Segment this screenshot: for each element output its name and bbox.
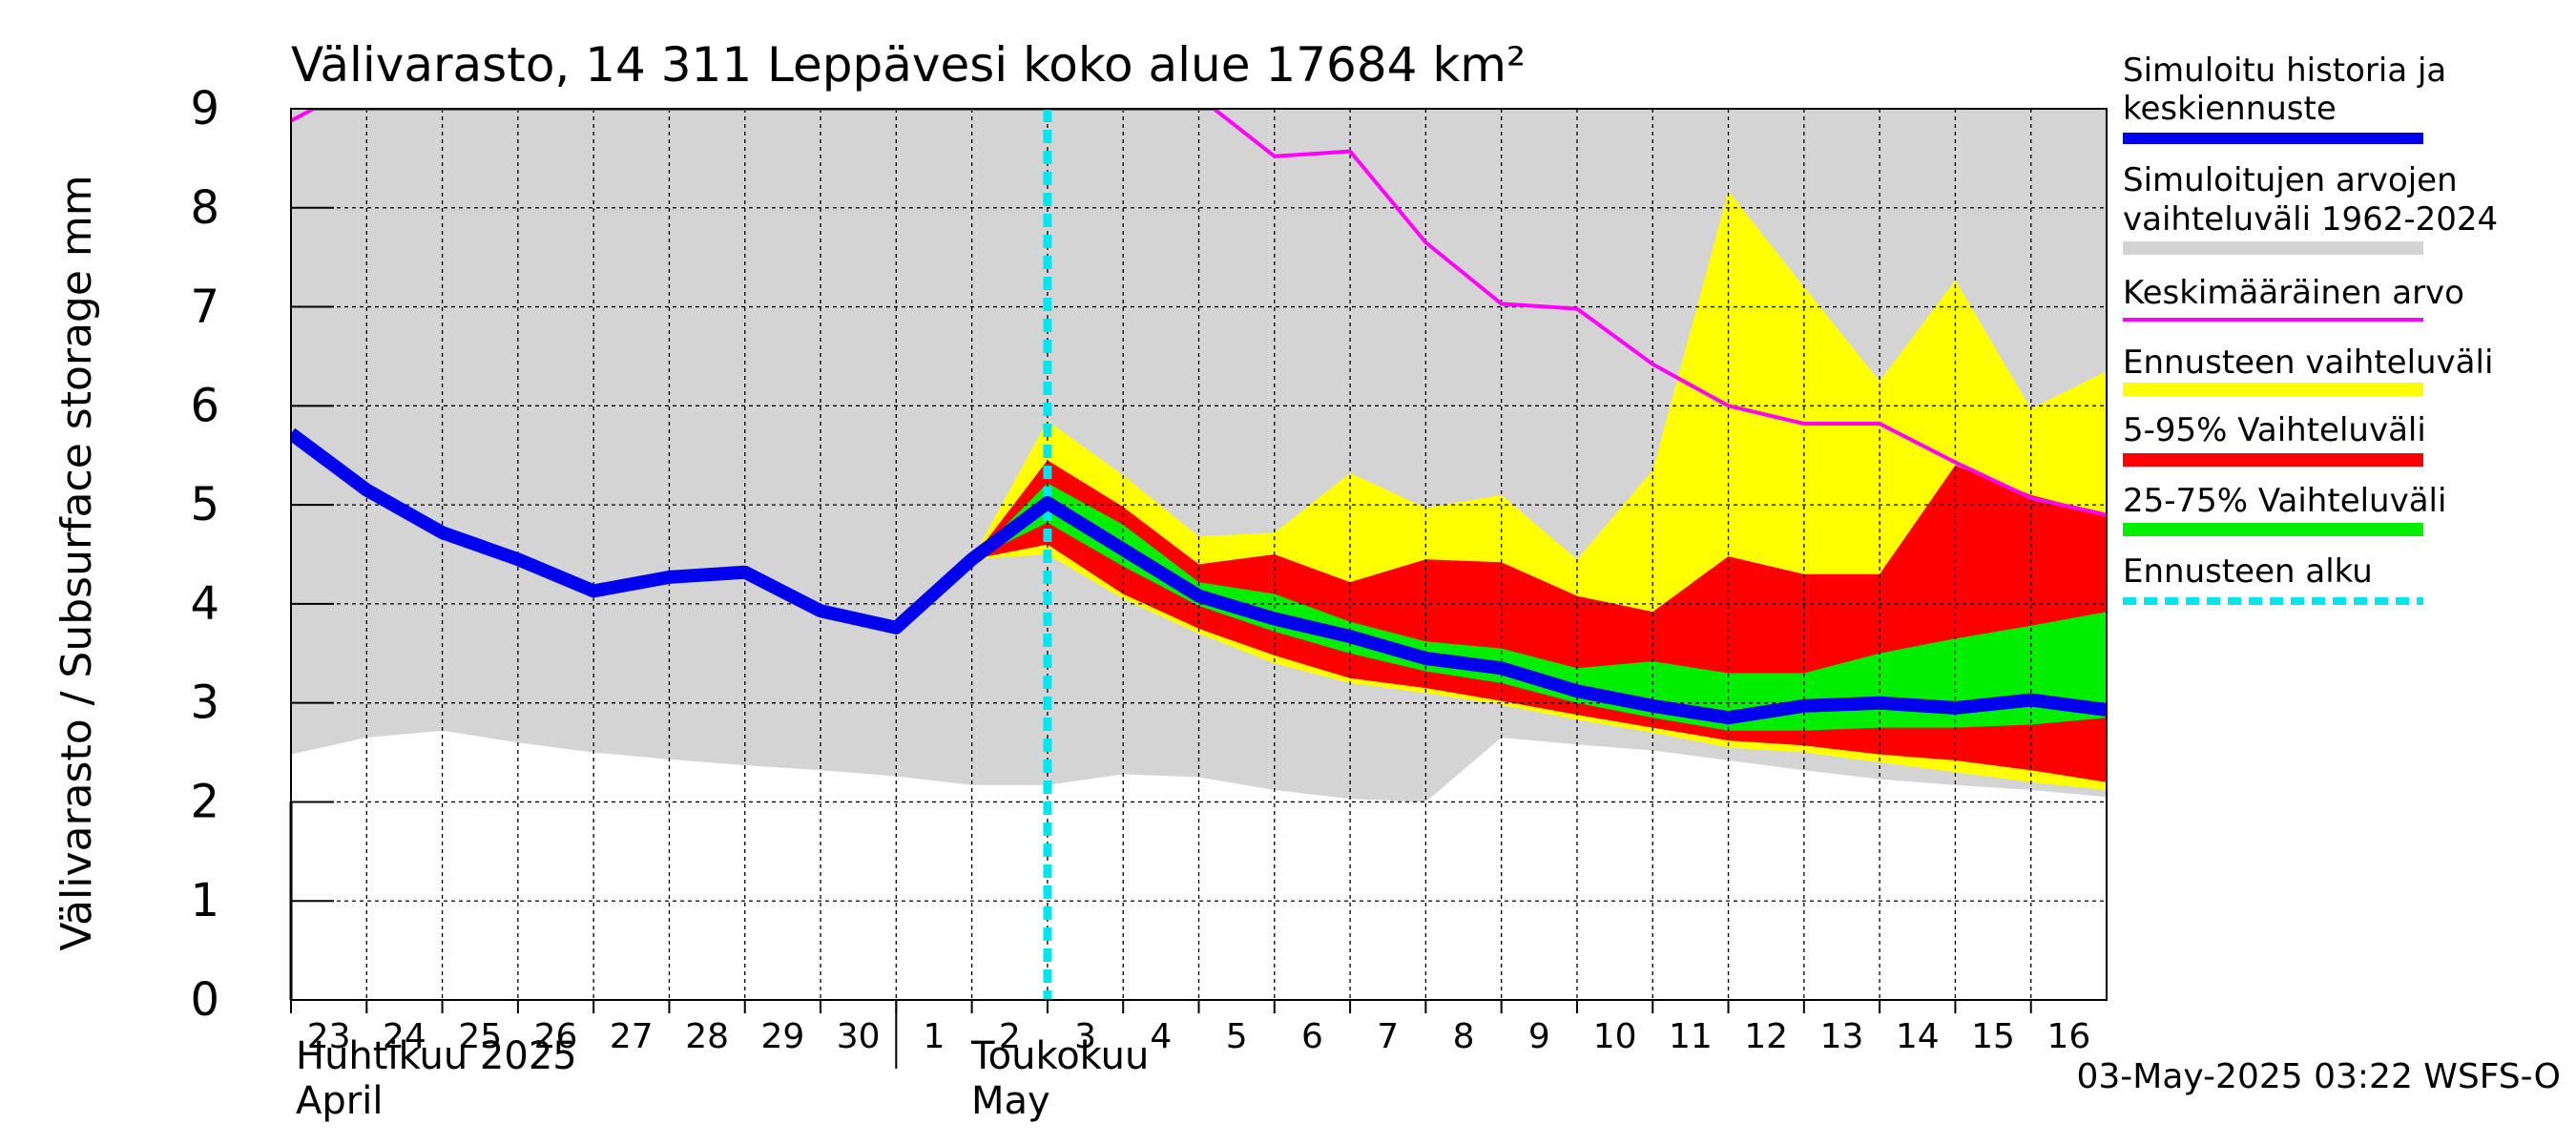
series-line-average <box>291 109 2107 517</box>
x-tick-label: 11 <box>1669 1017 1713 1056</box>
y-tick-label: 8 <box>190 181 219 235</box>
y-tick-label: 2 <box>190 775 219 828</box>
month-label-may-fi: Toukokuu <box>970 1034 1149 1078</box>
month-label-may-en: May <box>971 1079 1050 1123</box>
band-25-75-vaihteluv-li <box>971 483 2107 731</box>
x-tick-label: 16 <box>2046 1017 2090 1056</box>
lines-layer <box>291 109 2107 1000</box>
x-tick-label: 15 <box>1971 1017 2015 1056</box>
month-label-april-fi: Huhtikuu 2025 <box>296 1034 577 1078</box>
y-tick-label: 4 <box>190 577 219 631</box>
legend-label: vaihteluväli 1962-2024 <box>2123 200 2498 239</box>
y-tick-label: 0 <box>190 973 219 1027</box>
x-tick-label: 10 <box>1593 1017 1637 1056</box>
legend-label: keskiennuste <box>2123 90 2337 128</box>
y-tick-label: 5 <box>190 478 219 531</box>
x-tick-label: 23 <box>307 1017 351 1056</box>
legend-label: Keskimääräinen arvo <box>2123 274 2464 312</box>
x-tick-label: 24 <box>383 1017 426 1056</box>
legend-label: 25-75% Vaihteluväli <box>2123 482 2446 520</box>
x-tick-label: 27 <box>610 1017 654 1056</box>
x-tick-label: 3 <box>1074 1017 1096 1056</box>
x-tick-label: 5 <box>1226 1017 1248 1056</box>
x-tick-label: 14 <box>1896 1017 1940 1056</box>
y-tick-label: 6 <box>190 379 219 432</box>
legend-item-ennusteen-alku: Ennusteen alku <box>2123 552 2423 605</box>
month-label-april-en: April <box>296 1079 383 1123</box>
x-tick-label: 2 <box>999 1017 1021 1056</box>
x-tick-label: 7 <box>1377 1017 1399 1056</box>
x-tick-label: 30 <box>837 1017 881 1056</box>
x-tick-label: 29 <box>760 1017 804 1056</box>
x-tick-label: 4 <box>1150 1017 1172 1056</box>
y-tick-label: 1 <box>190 874 219 927</box>
legend-label: Ennusteen vaihteluväli <box>2123 344 2493 382</box>
x-tick-label: 13 <box>1820 1017 1864 1056</box>
x-tick-label: 12 <box>1744 1017 1788 1056</box>
x-tick-label: 26 <box>534 1017 578 1056</box>
x-tick-label: 9 <box>1528 1017 1550 1056</box>
legend-item-25-75-vaihteluv-li: 25-75% Vaihteluväli <box>2123 482 2446 536</box>
y-tick-label: 3 <box>190 677 219 730</box>
x-tick-label: 6 <box>1301 1017 1323 1056</box>
x-tick-label: 8 <box>1453 1017 1475 1056</box>
legend-label: 5-95% Vaihteluväli <box>2123 411 2426 449</box>
chart-title: Välivarasto, 14 311 Leppävesi koko alue … <box>291 37 1526 93</box>
legend-label: Simuloitu historia ja <box>2123 52 2446 90</box>
y-tick-label: 9 <box>190 82 219 135</box>
legend-label: Ennusteen alku <box>2123 552 2373 591</box>
series-line-simulated <box>291 427 2107 725</box>
x-tick-label: 28 <box>685 1017 729 1056</box>
x-tick-label: 25 <box>458 1017 502 1056</box>
legend-label: Simuloitujen arvojen <box>2123 161 2458 199</box>
y-tick-label: 7 <box>190 281 219 334</box>
legend-item-5-95-vaihteluv-li: 5-95% Vaihteluväli <box>2123 411 2426 467</box>
legend: Simuloitu historia jakeskiennusteSimuloi… <box>2123 52 2498 605</box>
x-tick-label: 1 <box>924 1017 945 1056</box>
legend-item-keskim-r-inen-arvo: Keskimääräinen arvo <box>2123 274 2464 322</box>
footer-timestamp: 03-May-2025 03:22 WSFS-O <box>2076 1057 2561 1096</box>
legend-item-ennusteen-vaihteluv-li: Ennusteen vaihteluväli <box>2123 344 2493 396</box>
y-axis-label: Välivarasto / Subsurface storage mm <box>52 175 101 950</box>
